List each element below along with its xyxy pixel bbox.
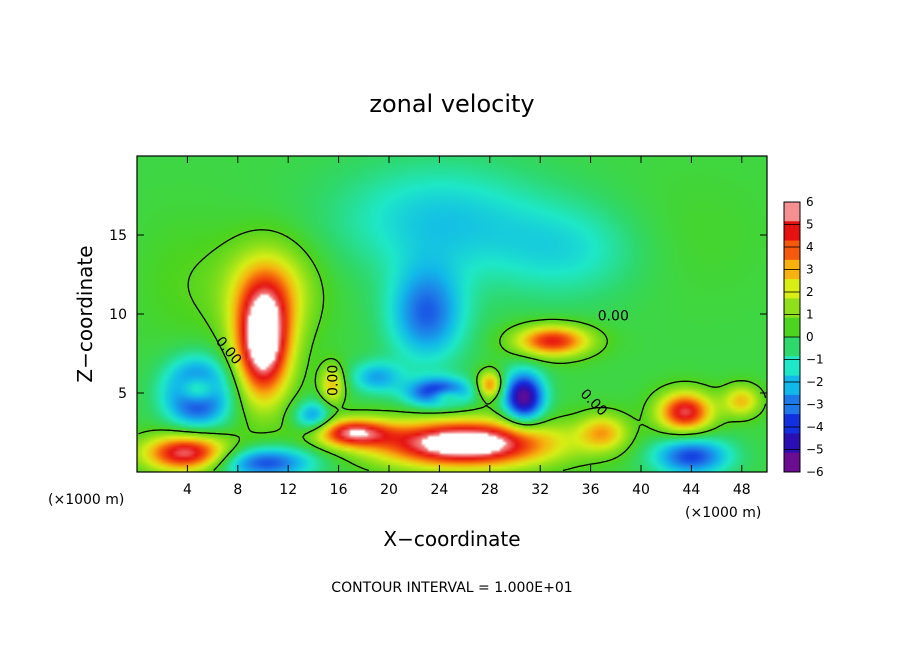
colorbar-swatch	[784, 240, 800, 261]
x-tick-label: 48	[733, 482, 751, 498]
x-tick-label: 20	[380, 482, 398, 498]
colorbar-swatch	[784, 202, 800, 222]
colorbar-swatch	[784, 317, 800, 338]
x-tick-label: 44	[682, 482, 700, 498]
colorbar-swatch	[784, 433, 800, 454]
contour-interval-label: CONTOUR INTERVAL = 1.000E+01	[331, 580, 572, 596]
x-tick-label: 12	[279, 482, 297, 498]
colorbar-swatch	[784, 452, 800, 473]
colorbar-tick-label: −2	[806, 375, 824, 389]
x-tick-label: 36	[582, 482, 600, 498]
y-tick-label: 15	[109, 228, 127, 244]
x-unit-left: (×1000 m)	[48, 492, 124, 508]
x-axis-title: X−coordinate	[383, 527, 520, 551]
colorbar-swatch	[784, 279, 800, 299]
y-axis: 5 10 15	[109, 228, 767, 402]
x-tick-label: 28	[481, 482, 499, 498]
zero-contour-lines	[138, 229, 767, 472]
colorbar-tick-label: 6	[806, 195, 814, 209]
x-tick-label: 24	[430, 482, 448, 498]
contour-label-3: 0.00	[598, 308, 629, 324]
x-tick-label: 8	[233, 482, 242, 498]
y-tick-label: 5	[118, 386, 127, 402]
chart-title: zonal velocity	[369, 90, 534, 118]
colorbar-swatch	[784, 221, 800, 241]
colorbar-swatch	[784, 337, 800, 357]
colorbar-tick-label: 4	[806, 240, 814, 254]
colorbar-swatch	[784, 356, 800, 376]
colorbar-tick-label: 5	[806, 218, 814, 232]
colorbar-tick-label: −1	[806, 353, 824, 367]
colorbar-tick-label: −4	[806, 420, 824, 434]
colorbar-swatch	[784, 375, 800, 396]
colorbar-tick-label: −6	[806, 465, 824, 479]
y-axis-title: Z−coordinate	[73, 245, 97, 382]
colorbar-tick-label: 3	[806, 263, 814, 277]
colorbar: 6 5 4 3 2 1 0 −1 −2 −3 −4 −5 −6	[783, 195, 824, 479]
y-tick-label: 10	[109, 307, 127, 323]
colorbar-tick-label: 0	[806, 330, 814, 344]
x-unit-right: (×1000 m)	[685, 505, 761, 521]
colorbar-tick-label: 2	[806, 285, 814, 299]
colorbar-swatch	[784, 414, 800, 434]
x-tick-label: 32	[531, 482, 549, 498]
x-tick-label: 4	[183, 482, 192, 498]
x-axis: 4 8 12 16 20 24 28 32 36 40 44 48	[183, 156, 751, 498]
heatmap-field	[137, 156, 767, 472]
colorbar-swatch	[784, 298, 800, 319]
x-tick-label: 16	[330, 482, 348, 498]
plot-area: 0.000.000.000.00	[136, 155, 768, 473]
x-tick-label: 40	[632, 482, 650, 498]
contour-label-1: 0.00	[325, 365, 341, 396]
colorbar-tick-label: −5	[806, 443, 824, 457]
colorbar-tick-label: 1	[806, 308, 814, 322]
zero-contour-path	[138, 229, 767, 472]
colorbar-tick-label: −3	[806, 398, 824, 412]
